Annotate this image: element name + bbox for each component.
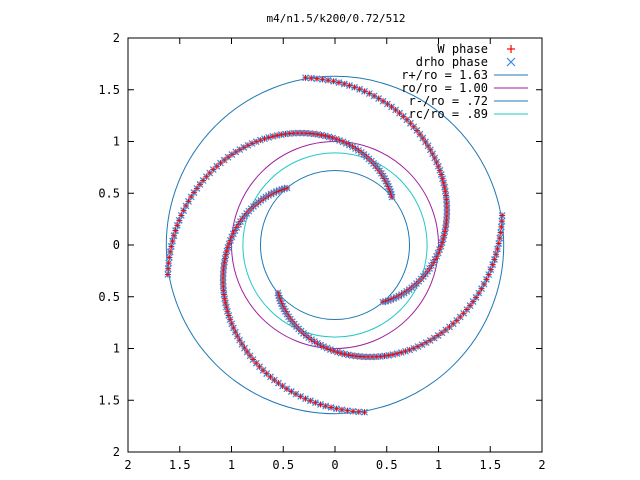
- x-tick-label: 1: [228, 458, 235, 472]
- y-tick-label: 1: [113, 342, 120, 356]
- x-tick-label: 0: [331, 458, 338, 472]
- legend-label: rc/ro = .89: [409, 107, 488, 121]
- legend-swatch-cross: [506, 57, 516, 67]
- x-tick-label: 2: [538, 458, 545, 472]
- legend-label: drho phase: [416, 55, 488, 69]
- y-tick-label: 0.5: [98, 186, 120, 200]
- y-tick-label: 1.5: [98, 83, 120, 97]
- y-tick-label: 1.5: [98, 393, 120, 407]
- circle-ro/ro = 1.00: [231, 141, 439, 349]
- x-tick-label: 1.5: [169, 458, 191, 472]
- y-tick-label: 0: [113, 238, 120, 252]
- reference-circles: [165, 75, 505, 415]
- x-axis-ticks: 2 1.5 1 0.5 0 0.5 1 1.5 2: [124, 38, 546, 472]
- legend-label: W phase: [437, 42, 488, 56]
- x-tick-label: 0.5: [376, 458, 398, 472]
- y-tick-label: 1: [113, 135, 120, 149]
- x-tick-label: 1.5: [479, 458, 501, 472]
- legend-label: r-/ro = .72: [409, 94, 488, 108]
- x-tick-label: 0.5: [272, 458, 294, 472]
- legend-label: r+/ro = 1.63: [401, 68, 488, 82]
- circle-r+/ro = 1.63: [165, 75, 505, 415]
- x-tick-label: 2: [124, 458, 131, 472]
- circle-r-/ro = .72: [259, 169, 411, 321]
- legend-label: ro/ro = 1.00: [401, 81, 488, 95]
- x-tick-label: 1: [435, 458, 442, 472]
- y-tick-label: 0.5: [98, 290, 120, 304]
- phase-points: [164, 74, 506, 416]
- y-tick-label: 2: [113, 31, 120, 45]
- circle-rc/ro = .89: [242, 152, 428, 338]
- y-axis-ticks: 2 1.5 1 0.5 0 0.5 1 1.5 2: [98, 31, 542, 459]
- y-tick-label: 2: [113, 445, 120, 459]
- chart-title: m4/n1.5/k200/0.72/512: [266, 12, 405, 25]
